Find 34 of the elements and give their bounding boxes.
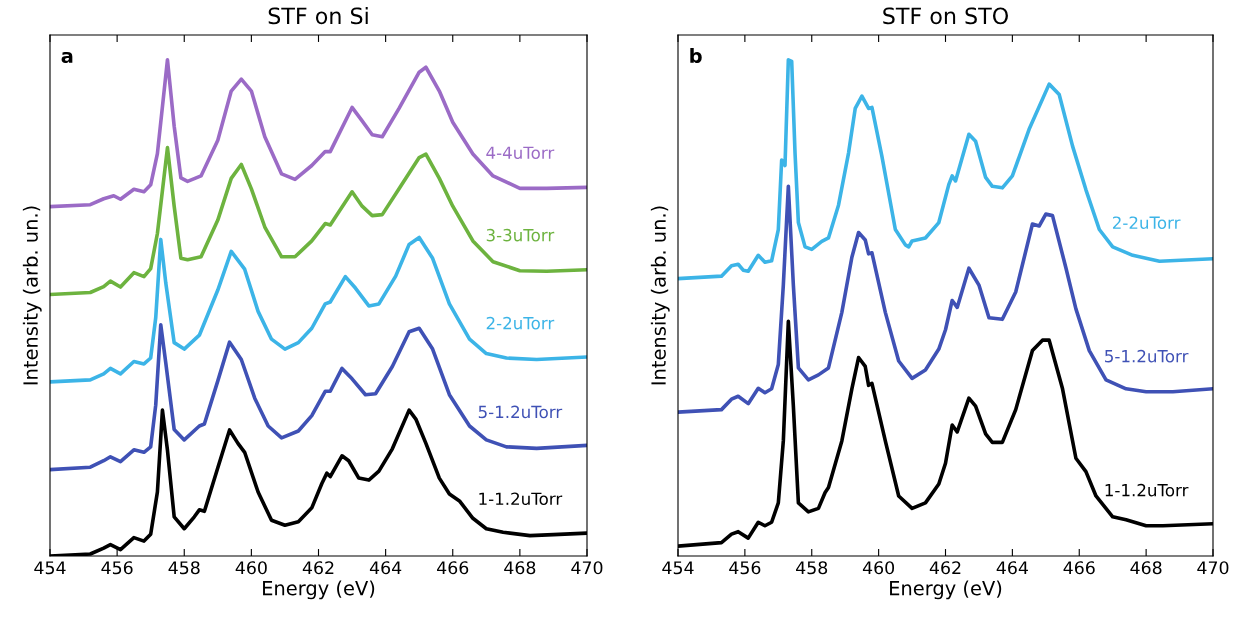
series-label: 1-1.2uTorr <box>479 492 563 506</box>
series-label: 3-3uTorr <box>486 228 555 242</box>
x-axis-title: Energy (eV) <box>263 580 375 600</box>
x-tick-label: 464 <box>369 561 402 575</box>
x-tick-label: 454 <box>34 561 66 575</box>
x-tick-label: 468 <box>504 561 536 575</box>
series-label: 2-2uTorr <box>1112 216 1181 230</box>
annotation: b <box>690 48 702 64</box>
y-axis-title: Intensity (arb. un.) <box>22 206 42 385</box>
x-tick-label: 466 <box>1063 561 1095 575</box>
series-label: 5-1.2uTorr <box>478 405 563 419</box>
y-axis-title: Intensity (arb. un.) <box>650 206 670 385</box>
series-label: 1-1.2uTorr <box>1105 483 1189 497</box>
x-tick-label: 456 <box>101 561 133 575</box>
series-label: 2-2uTorr <box>486 316 555 330</box>
x-tick-label: 470 <box>1197 561 1229 575</box>
x-tick-label: 462 <box>302 561 334 575</box>
x-tick-label: 464 <box>996 561 1028 575</box>
x-tick-label: 466 <box>437 561 469 575</box>
x-tick-label: 460 <box>862 561 895 575</box>
chart-title: STF on Si <box>268 7 368 25</box>
x-tick-label: 458 <box>796 561 828 575</box>
x-tick-label: 454 <box>662 561 694 575</box>
x-tick-label: 456 <box>729 561 761 575</box>
series-label: 4-4uTorr <box>486 146 555 160</box>
x-tick-label: 458 <box>168 561 200 575</box>
x-tick-label: 462 <box>929 561 961 575</box>
series-label: 5-1.2uTorr <box>1105 349 1189 363</box>
chart-title: STF on STO <box>883 7 1008 25</box>
x-tick-label: 470 <box>571 561 603 575</box>
annotation: a <box>61 51 73 64</box>
x-tick-label: 460 <box>235 561 267 575</box>
x-tick-label: 468 <box>1130 561 1162 575</box>
x-axis-title: Energy (eV) <box>890 580 1002 600</box>
